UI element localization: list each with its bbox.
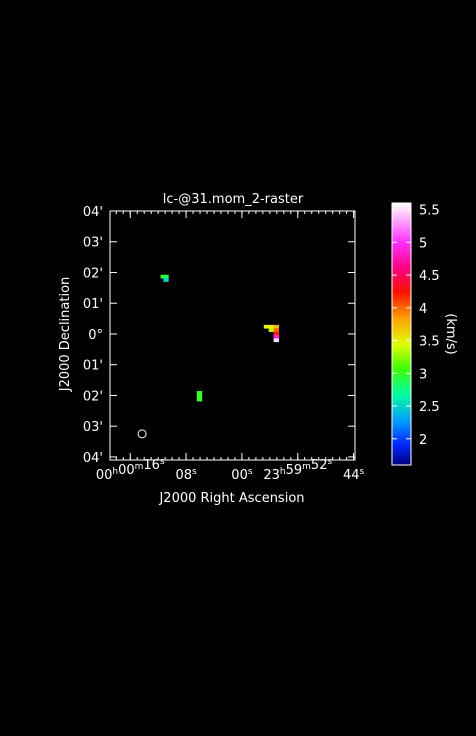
y-tick-label: 02': [83, 266, 103, 281]
data-pixel: [163, 278, 169, 282]
data-pixel: [273, 331, 279, 336]
y-tick-label: 03': [83, 236, 103, 251]
colorbar-tick-label: 4.5: [419, 269, 440, 284]
data-pixel: [273, 328, 279, 332]
data-pixel: [273, 324, 279, 329]
data-pixel: [196, 397, 203, 402]
data-pixels: [160, 274, 279, 402]
data-pixel: [263, 324, 270, 329]
plot-frame: [109, 210, 356, 461]
x-axis-ticks: [115, 211, 355, 460]
y-axis-ticks: [110, 210, 355, 458]
data-pixel: [273, 335, 279, 339]
colorbar-label: (km/s): [443, 313, 458, 355]
colorbar-tick-label: 2.5: [419, 400, 440, 415]
y-tick-label: 01': [83, 359, 103, 374]
data-pixel: [268, 324, 275, 329]
chart-title: lc-@31.mom_2-raster: [163, 192, 304, 207]
data-pixel: [196, 390, 203, 395]
y-tick-label: 03': [83, 420, 103, 435]
colorbar-ticks: [392, 209, 411, 440]
x-tick-label: 23h59m52s: [263, 457, 332, 483]
y-tick-label: 04': [83, 451, 103, 466]
y-tick-label: 01': [83, 297, 103, 312]
data-pixel: [273, 338, 279, 343]
x-axis-tick-labels: 00h00m16s 08s 00s 23h59m52s 44s: [96, 457, 365, 483]
data-pixel: [268, 328, 275, 332]
x-tick-label: 00h00m16s: [96, 457, 165, 483]
data-pixel: [163, 274, 169, 279]
colorbar-tick-labels: 2 2.5 3 3.5 4 4.5 5 5.5: [419, 204, 440, 448]
data-pixel: [160, 274, 166, 279]
colorbar: [391, 202, 412, 466]
x-axis-label: J2000 Right Ascension: [158, 491, 304, 506]
y-axis-tick-labels: 04' 03' 02' 01' 0° 01' 02' 03' 04': [83, 205, 103, 466]
y-axis-label: J2000 Declination: [58, 277, 73, 393]
y-tick-label: 02': [83, 389, 103, 404]
colorbar-tick-label: 5: [419, 236, 427, 251]
colorbar-tick-label: 5.5: [419, 204, 440, 219]
y-tick-label: 0°: [88, 328, 103, 343]
beam-ellipse: [137, 429, 147, 439]
colorbar-tick-label: 3: [419, 367, 427, 382]
data-pixel: [196, 394, 203, 399]
x-tick-label: 08s: [175, 467, 197, 483]
colorbar-tick-label: 3.5: [419, 335, 440, 350]
colorbar-tick-label: 4: [419, 302, 427, 317]
x-tick-label: 00s: [231, 467, 253, 483]
y-tick-label: 04': [83, 205, 103, 220]
colorbar-tick-label: 2: [419, 433, 427, 448]
x-tick-label: 44s: [343, 467, 365, 483]
